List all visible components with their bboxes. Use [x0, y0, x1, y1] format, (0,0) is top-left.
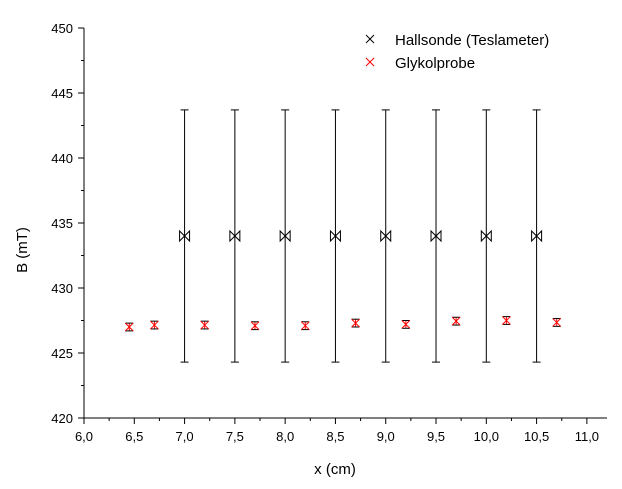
hallsonde-marker: [380, 229, 392, 243]
glykolprobe-marker: [150, 320, 159, 330]
hallsonde-marker: [279, 229, 291, 243]
x-tick-label: 7,5: [226, 429, 244, 444]
x-tick-label: 9,0: [377, 429, 395, 444]
hallsonde-point: [531, 109, 543, 363]
hallsonde-point: [229, 109, 241, 363]
x-tick-label: 6,0: [75, 429, 93, 444]
glykolprobe-marker: [300, 321, 310, 331]
hallsonde-marker: [179, 229, 191, 243]
x-axis-title: x (cm): [314, 461, 356, 478]
hallsonde-marker: [480, 229, 492, 243]
hallsonde-marker: [531, 229, 543, 243]
y-tick-label: 440: [51, 151, 73, 166]
glykolprobe-marker: [401, 320, 411, 329]
x-tick-label: 9,5: [427, 429, 445, 444]
hallsonde-point: [380, 109, 392, 363]
y-tick-label: 445: [51, 86, 73, 101]
glykolprobe-marker: [200, 320, 210, 330]
y-tick-label: 435: [51, 216, 73, 231]
x-tick-label: 8,5: [326, 429, 344, 444]
glykolprobe-point: [250, 321, 260, 331]
glykolprobe-marker: [451, 316, 461, 326]
series-layer: [124, 109, 562, 363]
legend-marker-hallsonde: [365, 34, 375, 44]
x-tick-label: 10,5: [524, 429, 549, 444]
x-tick-label: 11,0: [575, 429, 599, 444]
glykolprobe-point: [124, 322, 134, 332]
hallsonde-point: [329, 109, 341, 363]
x-tick-label: 6,5: [125, 429, 143, 444]
x-tick-label: 7,0: [176, 429, 194, 444]
glykolprobe-marker: [552, 318, 562, 327]
glykolprobe-point: [451, 316, 461, 326]
glykolprobe-marker: [502, 316, 511, 325]
glykolprobe-point: [300, 321, 310, 331]
glykolprobe-point: [200, 320, 210, 330]
glykolprobe-point: [351, 318, 360, 328]
legend: Hallsonde (Teslameter) Glykolprobe: [365, 32, 549, 72]
glykolprobe-point: [552, 318, 562, 327]
glykolprobe-point: [401, 320, 411, 329]
hallsonde-point: [480, 109, 492, 363]
y-tick-label: 430: [51, 281, 73, 296]
hallsonde-point: [279, 109, 291, 363]
y-tick-label: 425: [51, 346, 73, 361]
glykolprobe-point: [150, 320, 159, 330]
axes: 6,0 6,5 7,0 7,5 8,0 8,5 9,0 9,5 10,0 10,5 11,0 420 4…: [51, 21, 607, 444]
glykolprobe-marker: [351, 318, 360, 328]
legend-label-hallsonde: Hallsonde (Teslameter): [395, 32, 549, 49]
legend-marker-glykolprobe: [365, 57, 375, 67]
x-tick-label: 10,0: [474, 429, 499, 444]
hallsonde-point: [179, 109, 191, 363]
glykolprobe-marker: [250, 321, 260, 331]
y-tick-label: 450: [51, 21, 73, 36]
hallsonde-marker: [430, 229, 442, 243]
glykolprobe-marker: [124, 322, 134, 332]
x-tick-label: 8,0: [276, 429, 294, 444]
legend-label-glykolprobe: Glykolprobe: [395, 55, 475, 72]
hallsonde-marker: [329, 229, 341, 243]
hallsonde-point: [430, 109, 442, 363]
y-axis-title: B (mT): [14, 227, 31, 273]
glykolprobe-point: [502, 316, 511, 325]
hallsonde-marker: [229, 229, 241, 243]
y-tick-label: 420: [51, 411, 73, 426]
